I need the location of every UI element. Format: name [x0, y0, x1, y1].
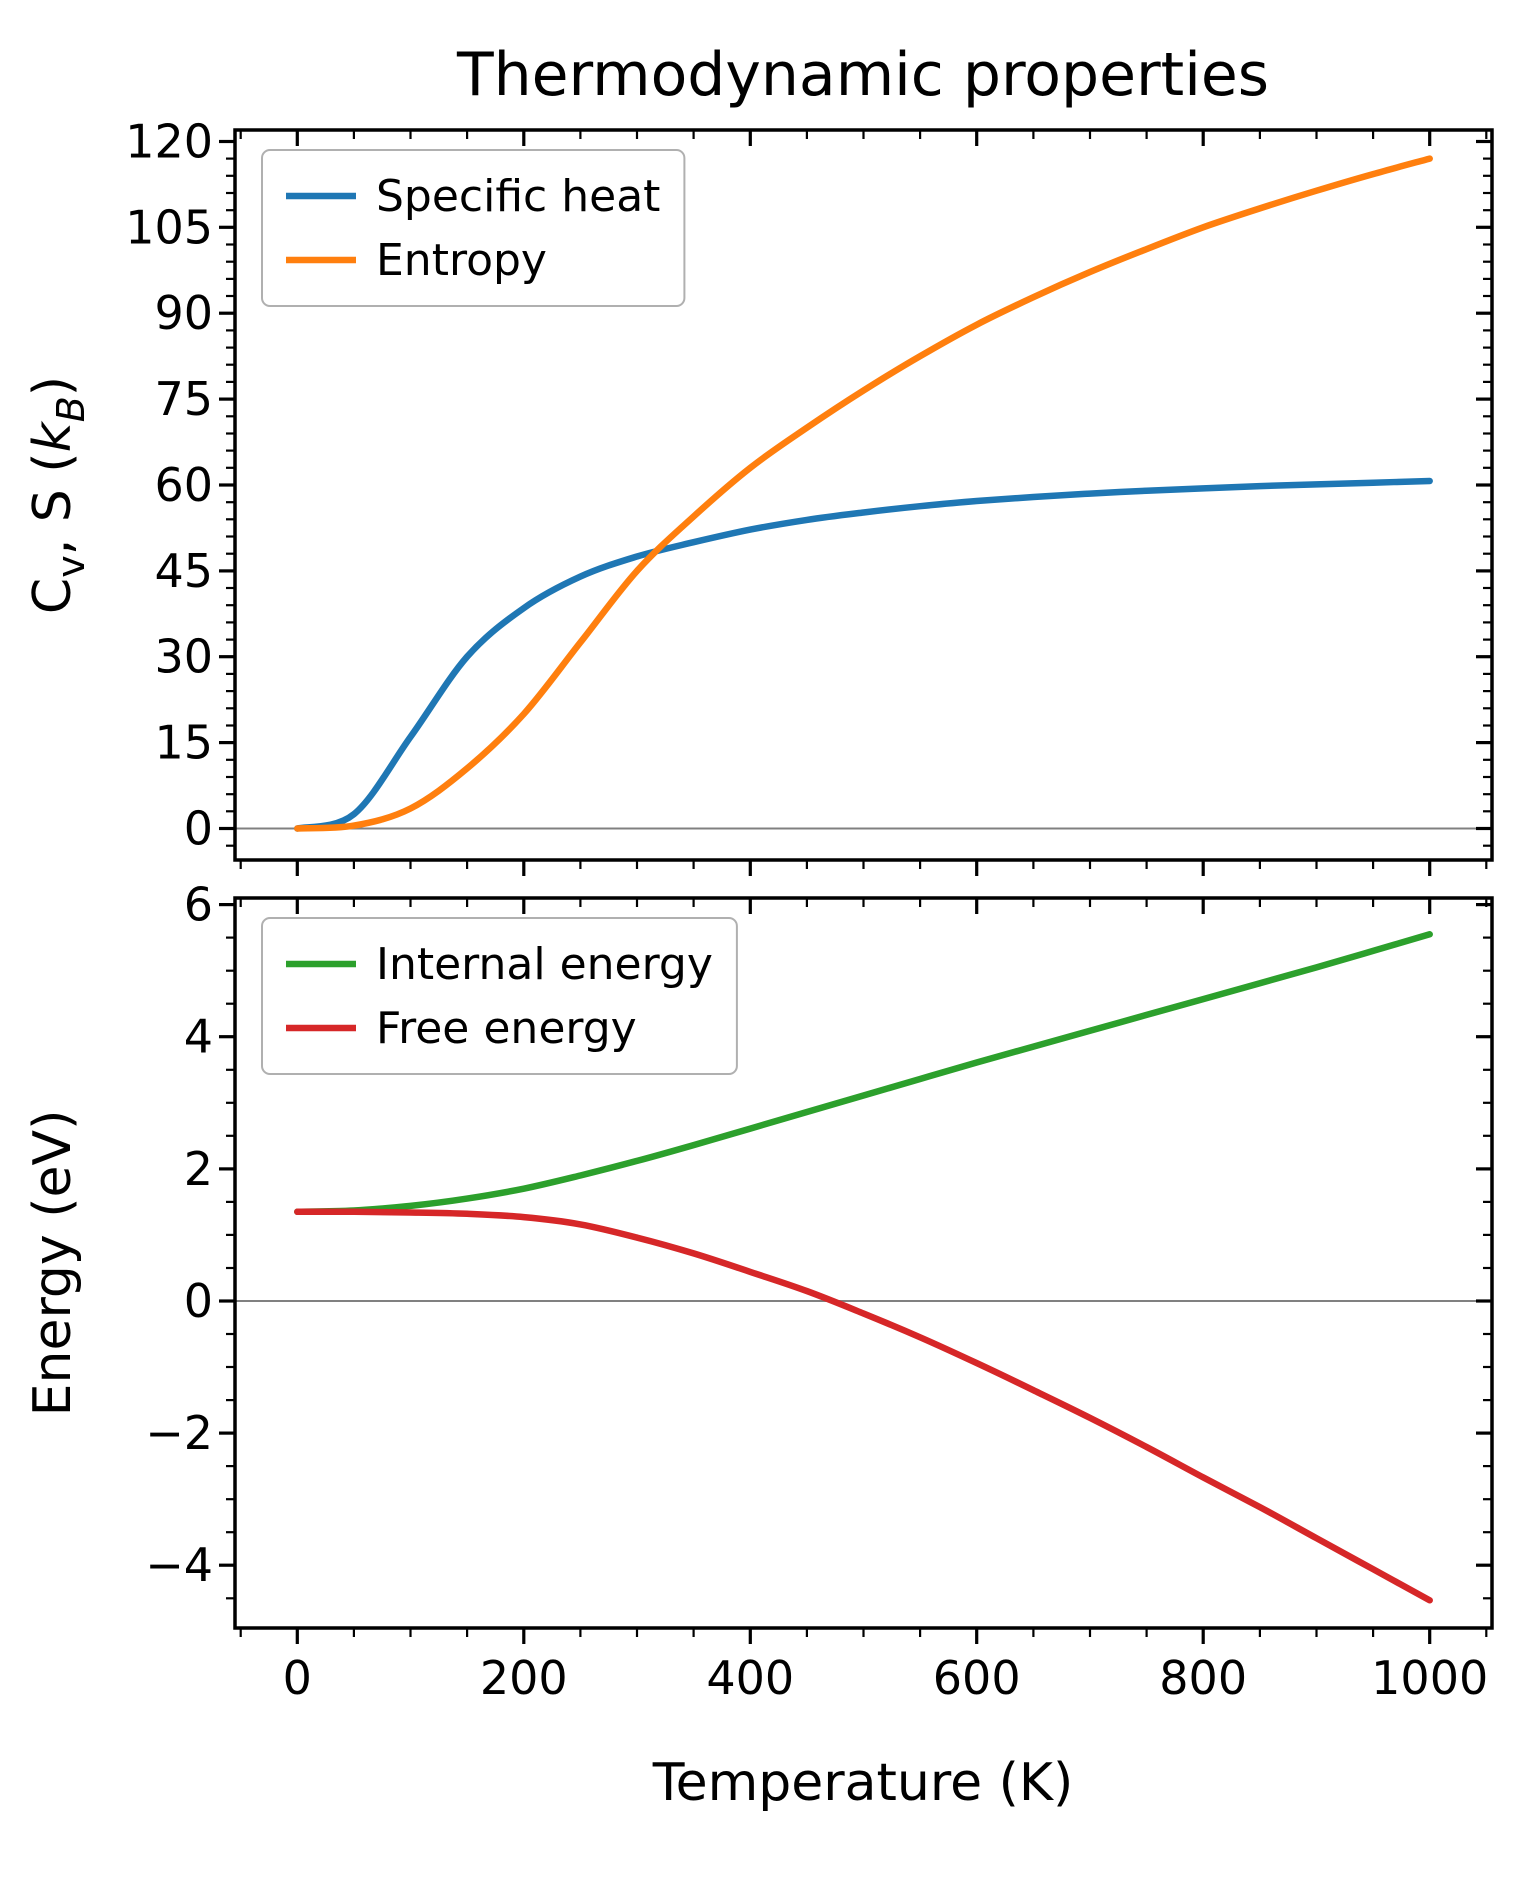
y-tick-label: 90	[154, 286, 213, 340]
y-tick-label: 0	[184, 1274, 213, 1328]
y-tick-label: 2	[184, 1142, 213, 1196]
ticks-group	[219, 898, 1492, 1644]
x-tick-label: 200	[480, 1651, 568, 1705]
legend: Internal energy Free energy	[261, 917, 738, 1075]
y-tick-label: 45	[154, 544, 213, 598]
legend: Specific heat Entropy	[261, 149, 686, 307]
internal-energy-curve	[294, 931, 1433, 1216]
specific-heat-curve	[294, 477, 1433, 832]
legend-label-entropy: Entropy	[376, 235, 547, 286]
legend-item-entropy: Entropy	[286, 235, 547, 286]
legend-label-internal-energy: Internal energy	[376, 939, 713, 990]
curves-group	[294, 931, 1433, 1604]
y-axis-label: Energy (eV)	[23, 1110, 83, 1417]
x-axis-label: Temperature (K)	[652, 1753, 1074, 1813]
entropy-curve	[294, 155, 1433, 832]
curves-group	[294, 155, 1433, 832]
x-tick-label: 600	[933, 1651, 1021, 1705]
x-tick-label: 800	[1159, 1651, 1247, 1705]
x-tick-label: 1000	[1371, 1651, 1488, 1705]
y-tick-label: 105	[125, 200, 213, 254]
legend-item-free-energy: Free energy	[286, 1003, 637, 1054]
free-energy-curve	[294, 1208, 1433, 1604]
y-tick-label: −4	[145, 1538, 213, 1592]
ticks-group	[219, 130, 1492, 876]
y-tick-label: −2	[145, 1406, 213, 1460]
legend-label-free-energy: Free energy	[376, 1003, 637, 1054]
y-tick-label: 4	[184, 1010, 213, 1064]
y-tick-label: 60	[154, 458, 213, 512]
cv-entropy-plot: 0 15 30 45 60 75 90 105 120 Cv, S (kB) Specific he…	[23, 115, 1494, 876]
y-tick-label: 15	[154, 716, 213, 770]
legend-box	[261, 917, 738, 1075]
y-axis-label: Cv, S (kB)	[23, 376, 93, 614]
legend-item-specific-heat: Specific heat	[286, 171, 660, 222]
legend-box	[261, 149, 686, 307]
energy-plot: 0 200 400 600 800 1000 −4 −2 0 2 4 6 Energy (eV) Inte…	[23, 878, 1494, 1705]
y-tick-label: 6	[184, 878, 213, 932]
figure-title: Thermodynamic properties	[456, 40, 1269, 110]
x-tick-label: 0	[283, 1651, 312, 1705]
y-tick-label: 0	[184, 802, 213, 856]
x-tick-label: 400	[706, 1651, 794, 1705]
y-tick-label: 75	[154, 372, 213, 426]
legend-label-specific-heat: Specific heat	[376, 171, 660, 222]
y-tick-label: 30	[154, 630, 213, 684]
y-tick-label: 120	[125, 115, 213, 169]
legend-item-internal-energy: Internal energy	[286, 939, 713, 990]
